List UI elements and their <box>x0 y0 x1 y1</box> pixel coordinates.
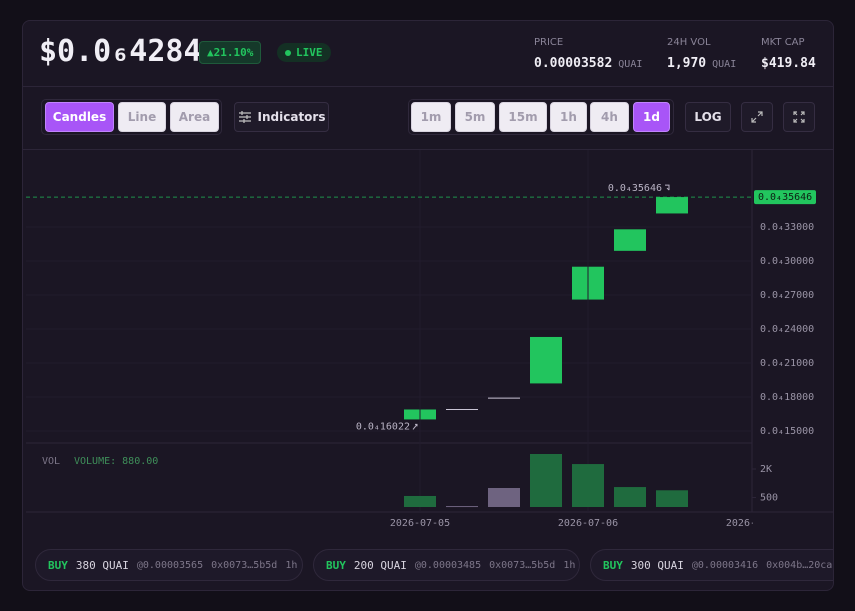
y-tick-label: 0.0₄21000 <box>760 358 814 369</box>
y-tick-label: 2K <box>760 464 772 475</box>
chart-type-button[interactable]: Area <box>170 102 219 132</box>
last-price-label: 0.0₄35646 <box>758 192 812 203</box>
low-label: 0.0₄16022 <box>356 421 410 432</box>
trade[interactable]: BUY 380 QUAI @0.00003565 0x0073…5b5d 1h <box>35 549 303 581</box>
icon <box>751 111 763 123</box>
live-dot <box>285 49 291 56</box>
volume-bar <box>404 495 436 507</box>
stat-label: PRICE <box>534 37 564 48</box>
candle <box>614 229 646 251</box>
trades-strip: BUY 380 QUAI @0.00003565 0x0073…5b5d 1h BUY 2… <box>35 0 833 611</box>
plot: 2026-07-05 2026-07-06 2026-07-07 <box>26 150 786 529</box>
volume-legend: VOLUME: 880.00 <box>74 456 158 467</box>
live-pill: LIVE <box>277 43 331 62</box>
stat-unit: QUAI <box>618 59 643 70</box>
trade[interactable]: BUY 200 QUAI @0.00003485 0x0073…5b5d 1h <box>313 549 580 581</box>
icon <box>238 111 251 123</box>
stat-label: 24H VOL <box>667 37 711 48</box>
trade-amount: 380 QUAI <box>75 558 129 572</box>
candle <box>530 336 562 384</box>
button-group <box>408 99 674 135</box>
last-price-badge <box>754 190 816 205</box>
button-group <box>41 99 222 135</box>
interval-button[interactable]: 15m <box>499 102 547 132</box>
interval-button[interactable]: 4h <box>590 102 629 132</box>
volume-label: VOL <box>42 456 60 467</box>
volume-bar <box>446 506 478 508</box>
trade-side: BUY <box>603 558 623 572</box>
trade-address: 0x0073…5b5d <box>489 559 556 571</box>
fullscreen-button[interactable] <box>783 102 815 132</box>
interval-button[interactable]: 1m <box>411 102 451 132</box>
trade-amount: 300 QUAI <box>630 558 684 572</box>
volume-bar <box>656 490 688 507</box>
interval-button[interactable]: 1h <box>550 102 587 132</box>
indicators-button[interactable]: Indicators <box>234 102 329 132</box>
x-tick-label: 2026-07-07 <box>726 518 786 529</box>
trade-amount: 200 QUAI <box>353 558 407 572</box>
chart-type-button[interactable]: Candles <box>45 102 114 132</box>
interval-button[interactable]: 1d <box>633 102 670 132</box>
high-arrow <box>665 184 670 191</box>
divider <box>22 86 833 87</box>
icon <box>793 111 805 123</box>
y-tick-label: 0.0₄30000 <box>760 256 814 267</box>
volume-bar <box>614 487 646 507</box>
x-tick-label: 2026-07-05 <box>390 518 450 529</box>
stat-value: 1,970 <box>667 56 707 71</box>
low-arrow <box>412 423 418 430</box>
label: Indicators <box>257 110 326 124</box>
volume-bar <box>572 464 604 507</box>
volume-bar <box>530 453 562 507</box>
chart-type-button[interactable]: Line <box>118 102 166 132</box>
y-tick-label: 0.0₄33000 <box>760 222 814 233</box>
expand-button[interactable] <box>741 102 773 132</box>
candle <box>656 197 688 214</box>
high-label: 0.0₄35646 <box>608 183 662 194</box>
y-tick-label: 0.0₄18000 <box>760 392 814 403</box>
change-badge: ▲21.10% <box>199 41 262 64</box>
log-button[interactable]: LOG <box>685 102 731 132</box>
stat-unit: QUAI <box>712 59 737 70</box>
volume-bar <box>488 487 520 507</box>
stat-label: MKT CAP <box>761 37 805 48</box>
trade-price: @0.00003485 <box>414 559 482 571</box>
y-tick-label: 0.0₄15000 <box>760 426 814 437</box>
trade-address: 0x004b…20ca <box>766 559 833 571</box>
trade-price: @0.00003416 <box>691 559 759 571</box>
interval-button[interactable]: 5m <box>455 102 495 132</box>
trade-age: 1h <box>563 559 576 571</box>
y-tick-label: 500 <box>760 492 778 503</box>
trade-side: BUY <box>326 558 346 572</box>
y-tick-label: 0.0₄24000 <box>760 324 814 335</box>
trade-address: 0x0073…5b5d <box>211 559 278 571</box>
stat-value: 0.00003582 <box>534 56 613 71</box>
trade-side: BUY <box>48 558 68 572</box>
token-price: $0.0₆4284 <box>39 34 202 69</box>
divider <box>22 149 833 150</box>
stat-value: $419.84 <box>761 56 816 71</box>
y-tick-label: 0.0₄27000 <box>760 290 814 301</box>
live-text: LIVE <box>296 46 323 59</box>
trade-price: @0.00003565 <box>136 559 204 571</box>
trade-age: 1h <box>285 559 298 571</box>
trade[interactable]: BUY 300 QUAI @0.00003416 0x004b…20ca <box>590 549 833 581</box>
x-tick-label: 2026-07-06 <box>558 518 618 529</box>
